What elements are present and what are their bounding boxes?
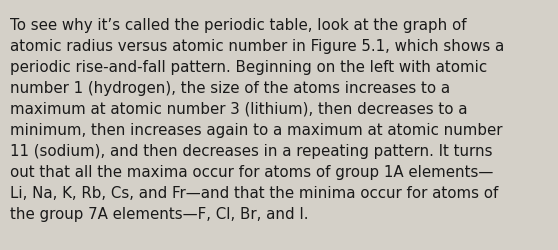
Text: To see why it’s called the periodic table, look at the graph of
atomic radius ve: To see why it’s called the periodic tabl… bbox=[10, 18, 504, 221]
